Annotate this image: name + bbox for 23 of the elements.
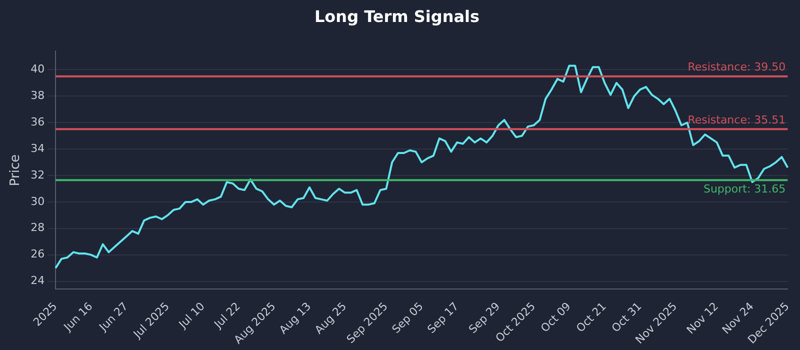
y-tick-label: 34 bbox=[30, 142, 45, 155]
y-tick-label: 40 bbox=[30, 62, 45, 76]
x-tick-label: Sep 05 bbox=[390, 300, 426, 336]
chart-title: Long Term Signals bbox=[314, 6, 480, 26]
ref-line-label: Resistance: 35.51 bbox=[688, 113, 786, 126]
x-tick-label: Oct 09 bbox=[538, 300, 574, 335]
x-tick-label: Nov 12 bbox=[684, 300, 721, 337]
x-tick-label: Jul 22 bbox=[211, 300, 243, 332]
x-tick-label: Sep 17 bbox=[424, 300, 462, 336]
y-tick-label: 30 bbox=[30, 194, 45, 208]
x-tick-label: Jun 16 bbox=[60, 300, 96, 334]
y-tick-label: 36 bbox=[30, 115, 45, 128]
x-tick-label: Jun 27 bbox=[96, 300, 131, 334]
x-tick-label: Oct 21 bbox=[574, 300, 609, 335]
y-tick-label: 26 bbox=[30, 248, 45, 261]
ref-line-label: Support: 31.65 bbox=[703, 182, 786, 196]
y-tick-label: 28 bbox=[30, 221, 45, 234]
y-tick-label: 24 bbox=[30, 274, 45, 288]
x-tick-label: Jul 10 bbox=[176, 300, 208, 332]
y-axis-title: Price bbox=[8, 154, 24, 186]
y-tick-label: 32 bbox=[30, 168, 45, 182]
ref-line-label: Resistance: 39.50 bbox=[688, 60, 786, 74]
y-tick-label: 38 bbox=[30, 89, 45, 102]
